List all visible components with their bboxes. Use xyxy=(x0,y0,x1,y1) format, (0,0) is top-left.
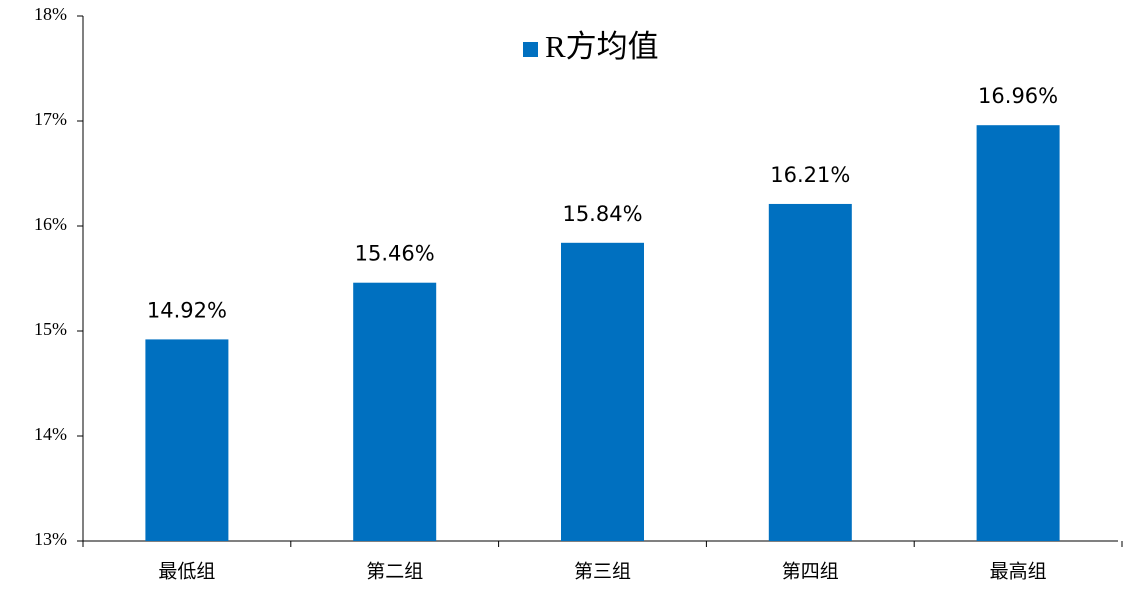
data-label: 16.96% xyxy=(978,84,1058,108)
bar xyxy=(145,339,229,541)
data-label: 16.21% xyxy=(770,163,850,187)
data-label: 15.46% xyxy=(355,242,435,266)
bar xyxy=(561,242,644,542)
x-tick-label: 第二组 xyxy=(366,560,423,582)
data-label: 15.84% xyxy=(562,202,642,226)
x-tick-label: 最低组 xyxy=(158,560,215,582)
y-tick-label: 14% xyxy=(34,424,67,444)
y-tick-label: 15% xyxy=(34,319,67,339)
bar xyxy=(768,203,852,541)
y-tick-label: 18% xyxy=(34,4,67,24)
x-tick-label: 最高组 xyxy=(990,560,1047,582)
data-label: 14.92% xyxy=(147,298,227,322)
bar xyxy=(976,125,1060,541)
y-tick-label: 17% xyxy=(34,109,67,129)
x-tick-label: 第四组 xyxy=(782,560,839,582)
y-tick-label: 16% xyxy=(34,214,67,234)
legend-label: R方均值 xyxy=(545,29,659,64)
x-tick-label: 第三组 xyxy=(574,560,631,582)
legend-swatch xyxy=(523,42,538,57)
y-tick-label: 13% xyxy=(34,529,67,549)
bar xyxy=(353,282,437,541)
